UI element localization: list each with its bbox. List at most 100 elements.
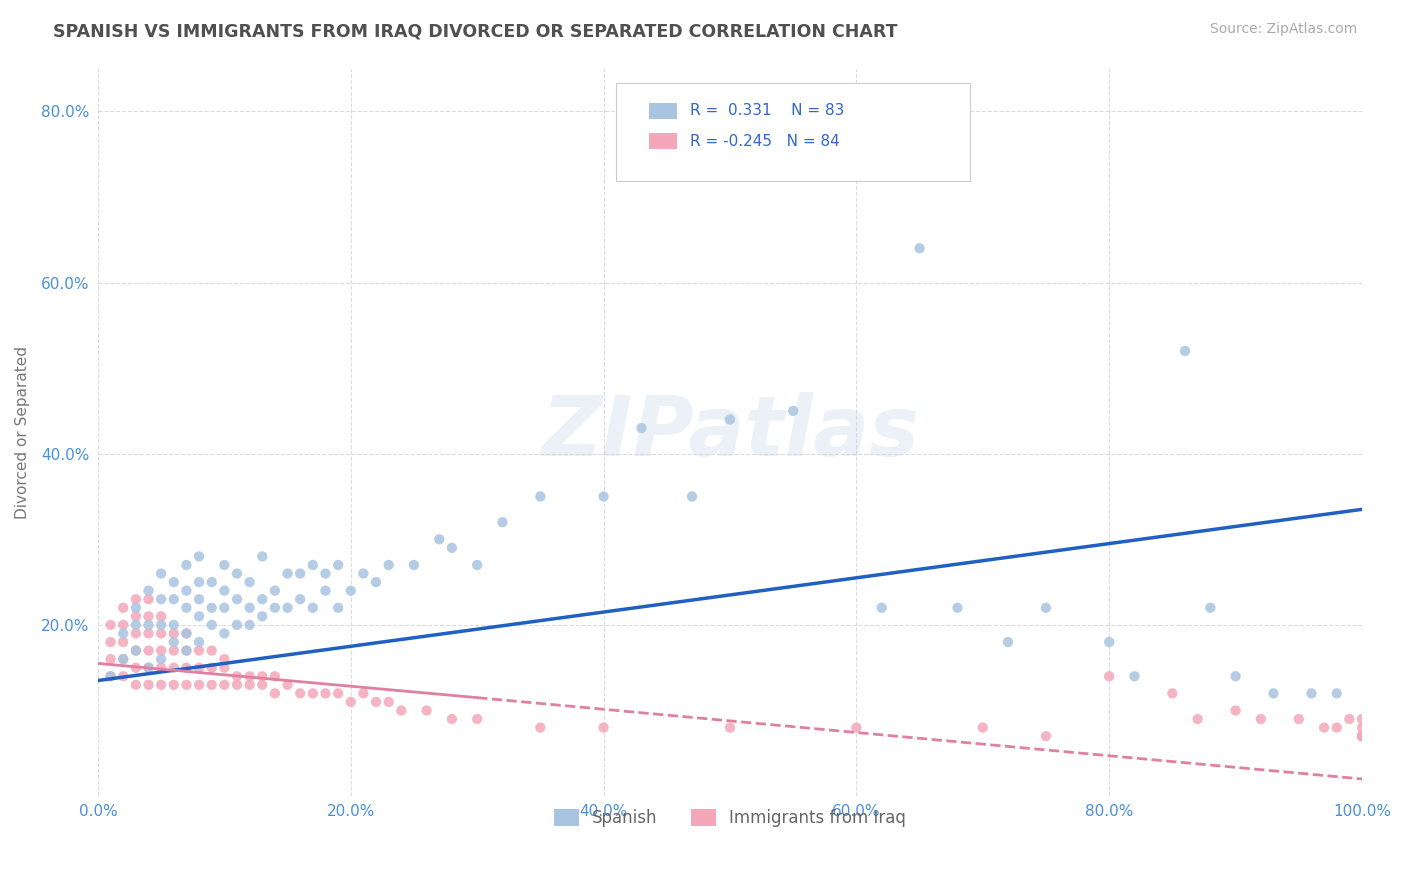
Point bbox=[870, 600, 893, 615]
Point bbox=[214, 661, 236, 675]
Point bbox=[214, 626, 236, 640]
FancyBboxPatch shape bbox=[650, 133, 676, 149]
Point bbox=[592, 721, 614, 735]
Point bbox=[112, 669, 135, 683]
Point bbox=[1098, 669, 1121, 683]
Point bbox=[201, 618, 224, 632]
Point bbox=[1035, 729, 1057, 743]
Point bbox=[1199, 600, 1222, 615]
Point bbox=[112, 618, 135, 632]
Point bbox=[163, 575, 186, 590]
Point bbox=[326, 686, 349, 700]
Point bbox=[277, 566, 299, 581]
Point bbox=[226, 566, 249, 581]
Point bbox=[782, 404, 804, 418]
Point bbox=[239, 669, 262, 683]
Point bbox=[1263, 686, 1285, 700]
Point bbox=[226, 678, 249, 692]
Point bbox=[264, 583, 287, 598]
Point bbox=[908, 241, 931, 255]
Point bbox=[176, 678, 198, 692]
Point bbox=[163, 592, 186, 607]
FancyBboxPatch shape bbox=[616, 83, 970, 181]
Point bbox=[176, 643, 198, 657]
Point bbox=[150, 652, 173, 666]
Point bbox=[138, 618, 160, 632]
Point bbox=[1301, 686, 1323, 700]
Point bbox=[1098, 635, 1121, 649]
Point bbox=[176, 600, 198, 615]
Point bbox=[1351, 729, 1374, 743]
Point bbox=[214, 678, 236, 692]
Point bbox=[100, 669, 122, 683]
Point bbox=[529, 721, 551, 735]
Point bbox=[188, 609, 211, 624]
Point bbox=[352, 686, 374, 700]
Point bbox=[264, 669, 287, 683]
Point bbox=[314, 583, 336, 598]
Point bbox=[201, 575, 224, 590]
Point bbox=[150, 661, 173, 675]
Point bbox=[946, 600, 969, 615]
Point bbox=[290, 566, 312, 581]
Point bbox=[252, 549, 274, 564]
Point bbox=[377, 695, 399, 709]
Point bbox=[465, 712, 488, 726]
Point bbox=[188, 678, 211, 692]
Point bbox=[112, 652, 135, 666]
Point bbox=[326, 558, 349, 572]
Text: ZIPatlas: ZIPatlas bbox=[541, 392, 920, 473]
Point bbox=[214, 583, 236, 598]
Point bbox=[188, 635, 211, 649]
Point bbox=[188, 592, 211, 607]
Point bbox=[239, 618, 262, 632]
Point bbox=[176, 626, 198, 640]
Point bbox=[1123, 669, 1146, 683]
Point bbox=[176, 626, 198, 640]
Point bbox=[1351, 721, 1374, 735]
Point bbox=[138, 609, 160, 624]
Point bbox=[188, 643, 211, 657]
Point bbox=[427, 533, 450, 547]
Point bbox=[176, 643, 198, 657]
Point bbox=[290, 592, 312, 607]
Point bbox=[415, 704, 437, 718]
Point bbox=[718, 412, 741, 426]
Point bbox=[1187, 712, 1209, 726]
Point bbox=[201, 661, 224, 675]
Point bbox=[201, 678, 224, 692]
Point bbox=[301, 686, 323, 700]
Point bbox=[1339, 712, 1361, 726]
Point bbox=[150, 592, 173, 607]
Point bbox=[214, 558, 236, 572]
Point bbox=[214, 600, 236, 615]
Point bbox=[1250, 712, 1272, 726]
Point bbox=[125, 600, 148, 615]
Text: Source: ZipAtlas.com: Source: ZipAtlas.com bbox=[1209, 22, 1357, 37]
Point bbox=[389, 704, 412, 718]
Point bbox=[314, 686, 336, 700]
Point bbox=[339, 583, 361, 598]
Point bbox=[997, 635, 1019, 649]
Point bbox=[163, 661, 186, 675]
Point bbox=[1351, 729, 1374, 743]
Point bbox=[339, 695, 361, 709]
Point bbox=[1313, 721, 1336, 735]
Point bbox=[364, 575, 387, 590]
Point bbox=[1161, 686, 1184, 700]
Point bbox=[1351, 729, 1374, 743]
Point bbox=[138, 661, 160, 675]
Point bbox=[592, 490, 614, 504]
Point bbox=[252, 669, 274, 683]
Y-axis label: Divorced or Separated: Divorced or Separated bbox=[15, 346, 30, 519]
Point bbox=[718, 721, 741, 735]
Point bbox=[100, 669, 122, 683]
Point bbox=[681, 490, 703, 504]
Point bbox=[301, 600, 323, 615]
Point bbox=[845, 721, 868, 735]
Point bbox=[150, 566, 173, 581]
Text: R = -0.245   N = 84: R = -0.245 N = 84 bbox=[689, 134, 839, 149]
Point bbox=[125, 661, 148, 675]
Point bbox=[277, 600, 299, 615]
Point bbox=[239, 600, 262, 615]
